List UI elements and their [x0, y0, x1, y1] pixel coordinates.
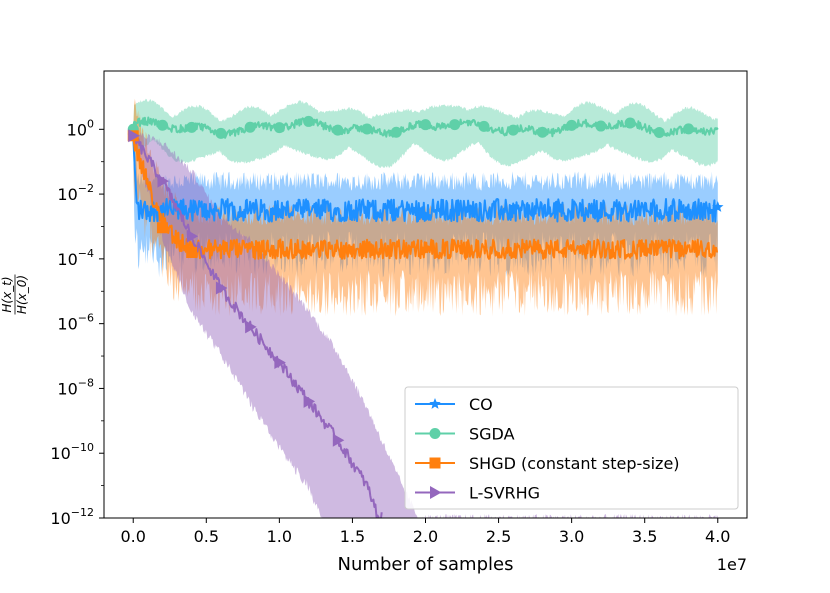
marker-sgda	[156, 119, 168, 131]
y-tick-label: 10−6	[57, 312, 94, 334]
x-tick-label: 3.5	[632, 527, 657, 546]
line-shgd-constant-step-size	[132, 135, 719, 260]
legend-marker-sgda	[429, 428, 441, 439]
marker-sgda	[507, 124, 519, 136]
y-tick-label: 10−2	[57, 182, 94, 204]
line-l-svrhg	[132, 135, 383, 518]
marker-shgd-constant-step-size	[156, 222, 168, 234]
marker-l-svrhg	[186, 229, 199, 243]
marker-shgd-constant-step-size	[186, 247, 198, 259]
legend-marker-co	[429, 398, 441, 409]
band-l-svrhg	[133, 130, 718, 518]
marker-l-svrhg	[245, 320, 257, 334]
legend-label-co: CO	[469, 395, 493, 414]
x-axis-label: Number of samples	[338, 554, 514, 575]
marker-sgda	[478, 120, 490, 132]
marker-l-svrhg	[128, 129, 140, 143]
marker-sgda	[653, 126, 665, 138]
band-co	[133, 118, 718, 278]
x-tick-label: 1.0	[267, 527, 292, 546]
marker-co	[712, 201, 724, 212]
marker-sgda	[536, 126, 548, 138]
band-sgda	[133, 98, 718, 169]
confidence-bands	[133, 98, 718, 518]
band-shgd-constant-step-size	[133, 98, 718, 317]
y-tick-label: 10−12	[50, 506, 94, 528]
legend-label-shgd-constant-step-size: SHGD (constant step-size)	[469, 454, 680, 473]
marker-sgda	[215, 127, 227, 139]
y-axis-label: H(x_t) H(x_0)	[0, 274, 29, 315]
x-tick-label: 1.5	[340, 527, 365, 546]
x-tick-label: 2.5	[486, 527, 511, 546]
marker-l-svrhg	[303, 394, 316, 408]
y-tick-label: 100	[67, 117, 94, 139]
x-axis: 0.0 0.5 1.0 1.5 2.0 2.5 3.0 3.5 4.0	[121, 518, 730, 546]
legend-label-l-svrhg: L-SVRHG	[469, 484, 540, 503]
legend-marker-shgd-constant-step-size	[429, 457, 441, 469]
y-tick-label: 10−4	[57, 247, 94, 269]
y-label-denominator: H(x_0)	[15, 275, 29, 314]
x-tick-label: 3.0	[559, 527, 584, 546]
y-tick-label: 10−8	[57, 376, 94, 398]
x-tick-label: 4.0	[705, 527, 730, 546]
marker-l-svrhg	[215, 281, 228, 295]
marker-sgda	[390, 126, 402, 138]
line-co	[132, 135, 719, 223]
marker-sgda	[624, 117, 636, 129]
marker-sgda	[449, 119, 461, 131]
marker-sgda	[683, 123, 695, 135]
marker-sgda	[332, 124, 344, 136]
x-tick-label: 2.0	[413, 527, 438, 546]
legend-label-sgda: SGDA	[469, 425, 515, 444]
marker-sgda	[361, 123, 373, 135]
marker-sgda	[273, 122, 285, 134]
legend-box	[404, 386, 739, 510]
marker-l-svrhg	[332, 433, 345, 447]
marker-sgda	[595, 120, 607, 132]
marker-sgda	[244, 121, 256, 133]
x-axis-offset-label: 1e7	[717, 555, 747, 574]
x-tick-label: 0.5	[194, 527, 219, 546]
marker-sgda	[186, 121, 198, 133]
series-markers	[127, 115, 724, 447]
marker-l-svrhg	[157, 174, 169, 188]
y-label-numerator: H(x_t)	[0, 276, 14, 312]
legend-marker-l-svrhg	[430, 486, 442, 499]
marker-sgda	[420, 119, 431, 131]
y-tick-label: 10−10	[50, 441, 94, 463]
marker-sgda	[566, 119, 578, 131]
x-tick-label: 0.0	[121, 527, 146, 546]
marker-sgda	[303, 115, 315, 127]
marker-l-svrhg	[274, 356, 286, 370]
y-axis: 100 10−2 10−4 10−6 10−8 10−10 10−12	[50, 117, 104, 528]
legend: CO SGDA SHGD (constant step-size) L-SVRHG	[404, 386, 739, 510]
